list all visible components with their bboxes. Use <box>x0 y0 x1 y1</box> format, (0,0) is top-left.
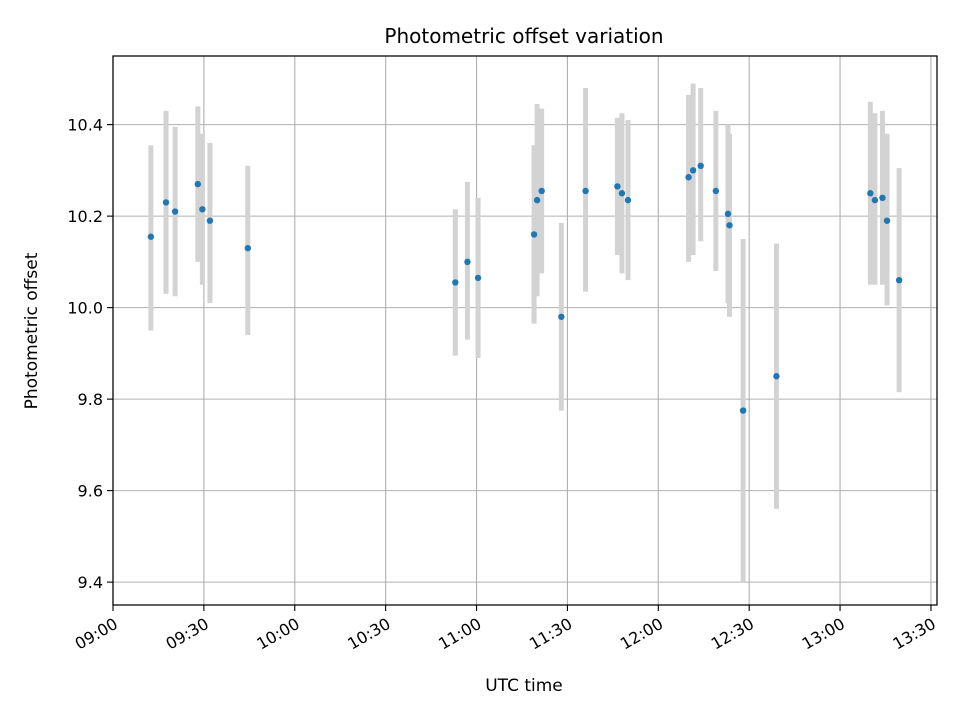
data-point <box>538 187 545 195</box>
y-tick-label: 10.2 <box>67 207 103 226</box>
data-point <box>697 162 704 169</box>
data-point <box>171 208 179 215</box>
y-tick-label: 10.4 <box>67 116 103 135</box>
data-point <box>474 274 482 282</box>
data-point <box>624 196 632 204</box>
data-point <box>558 313 565 320</box>
tick-layer: 09:00 09:30 10:00 10:30 11:00 11:30 12:00 12:30… <box>67 116 939 654</box>
data-point <box>618 190 626 197</box>
data-point <box>244 244 252 252</box>
y-tick-label: 10.0 <box>67 299 103 318</box>
data-point <box>199 206 206 213</box>
y-tick-label: 9.8 <box>78 390 103 409</box>
data-point <box>739 407 747 414</box>
data-point <box>194 180 202 188</box>
data-point <box>614 183 621 190</box>
data-point <box>206 217 214 224</box>
plot-frame <box>112 55 938 606</box>
data-point <box>147 233 155 240</box>
data-point <box>712 187 720 195</box>
data-point <box>452 279 459 286</box>
data-point <box>533 196 541 204</box>
data-point <box>724 210 732 218</box>
chart-title: Photometric offset variation <box>384 24 663 48</box>
point-layer <box>147 162 903 414</box>
y-axis-title: Photometric offset <box>22 252 42 409</box>
y-tick-label: 9.6 <box>78 482 103 501</box>
y-tick-label: 9.4 <box>78 573 103 592</box>
data-point <box>883 217 891 224</box>
data-point <box>867 190 874 197</box>
data-point <box>895 276 903 284</box>
data-point <box>685 174 692 181</box>
data-point <box>879 194 886 202</box>
data-point <box>773 373 780 380</box>
data-point <box>162 199 170 206</box>
data-point <box>871 196 879 204</box>
data-point <box>464 258 471 266</box>
x-axis-title: UTC time <box>485 676 563 696</box>
data-point <box>726 222 733 229</box>
data-point <box>689 167 697 174</box>
data-point <box>530 231 538 238</box>
data-point <box>582 187 589 195</box>
